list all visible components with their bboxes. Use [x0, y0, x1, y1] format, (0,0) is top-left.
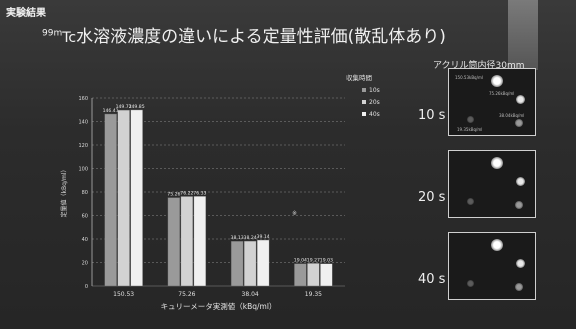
bar [256, 239, 270, 287]
x-tick-label: 75.26 [178, 291, 195, 298]
data-label: 19.03 [320, 258, 333, 264]
legend-swatch [362, 88, 366, 92]
hot-spot [466, 279, 474, 287]
title-text: 水溶液濃度の違いによる定量性評価(散乱体あり) [76, 27, 446, 47]
decorative-bar [508, 0, 538, 70]
data-label: 149.72 [116, 104, 132, 110]
hot-spot [515, 119, 523, 127]
y-axis-label: 定量値（kBq/ml） [60, 167, 68, 218]
x-tick-label: 38.04 [242, 291, 259, 298]
x-tick-label: 19.35 [305, 291, 322, 298]
bar [117, 109, 130, 287]
hot-spot [491, 239, 503, 251]
hot-spot [466, 115, 474, 123]
y-tick-label: 100 [78, 167, 88, 173]
legend-swatch [362, 112, 366, 116]
phantom-image: 150.53kBq/ml 75.26kBq/ml 38.04kBq/ml 19.35k… [448, 68, 536, 136]
hot-spot [466, 197, 474, 205]
legend-swatch [362, 100, 366, 104]
bar [320, 263, 333, 287]
chart-annotation: ※ [292, 210, 297, 217]
hot-spot [491, 157, 503, 169]
legend-label: 40s [369, 111, 380, 118]
hot-spot [515, 258, 525, 268]
phantom-image [448, 232, 536, 300]
concentration-label: 19.35kBq/ml [457, 127, 483, 132]
data-label: 19.27 [307, 257, 320, 263]
legend-label: 10s [369, 87, 380, 94]
data-label: 19.04 [294, 258, 307, 264]
bar [307, 263, 320, 287]
phantom-image [448, 150, 536, 218]
section-tag: 実験結果 [6, 8, 46, 19]
bar [193, 196, 207, 287]
y-tick-label: 20 [82, 261, 88, 267]
acquisition-time-label: 40 s [418, 272, 446, 287]
y-tick-label: 0 [85, 284, 88, 290]
acquisition-time-label: 20 s [418, 190, 446, 205]
bar [104, 113, 117, 287]
data-label: 76.33 [193, 190, 206, 196]
title-isotope: Tc [62, 30, 77, 46]
bar [230, 240, 244, 287]
y-tick-label: 40 [82, 237, 88, 243]
data-label: 38.13 [231, 235, 244, 241]
data-label: 146.41 [103, 108, 119, 114]
y-tick-label: 80 [82, 190, 88, 196]
slide-title: 99mTc水溶液濃度の違いによる定量性評価(散乱体あり) [42, 22, 446, 47]
bar [294, 263, 307, 287]
data-label: 75.26 [167, 192, 180, 198]
hot-spot [515, 201, 523, 209]
acquisition-time-label: 10 s [418, 108, 446, 123]
legend-title: 収集時間 [346, 73, 372, 82]
y-tick-label: 60 [82, 214, 88, 220]
data-label: 149.85 [129, 104, 145, 110]
panel-title: アクリル筒内径30mm [433, 61, 525, 71]
bar [180, 196, 194, 287]
hot-spot [515, 176, 525, 186]
hot-spot [515, 94, 525, 104]
data-label: 38.24 [244, 235, 257, 241]
bar [243, 240, 257, 287]
data-label: 39.14 [257, 234, 270, 240]
concentration-label: 150.53kBq/ml [455, 75, 483, 80]
title-mass-number: 99m [42, 28, 63, 39]
hot-spot [515, 283, 523, 291]
y-tick-label: 120 [78, 143, 88, 149]
data-label: 76.22 [180, 190, 193, 196]
concentration-label: 38.04kBq/ml [499, 113, 525, 118]
x-axis-label: キュリーメータ実測値（kBq/ml） [161, 301, 277, 311]
y-tick-label: 140 [78, 120, 88, 126]
concentration-label: 75.26kBq/ml [489, 91, 515, 96]
x-tick-label: 150.53 [113, 291, 134, 298]
bar [167, 197, 181, 287]
legend-label: 20s [369, 99, 380, 106]
bar [130, 109, 143, 287]
hot-spot [491, 75, 503, 87]
y-tick-label: 160 [78, 96, 88, 102]
